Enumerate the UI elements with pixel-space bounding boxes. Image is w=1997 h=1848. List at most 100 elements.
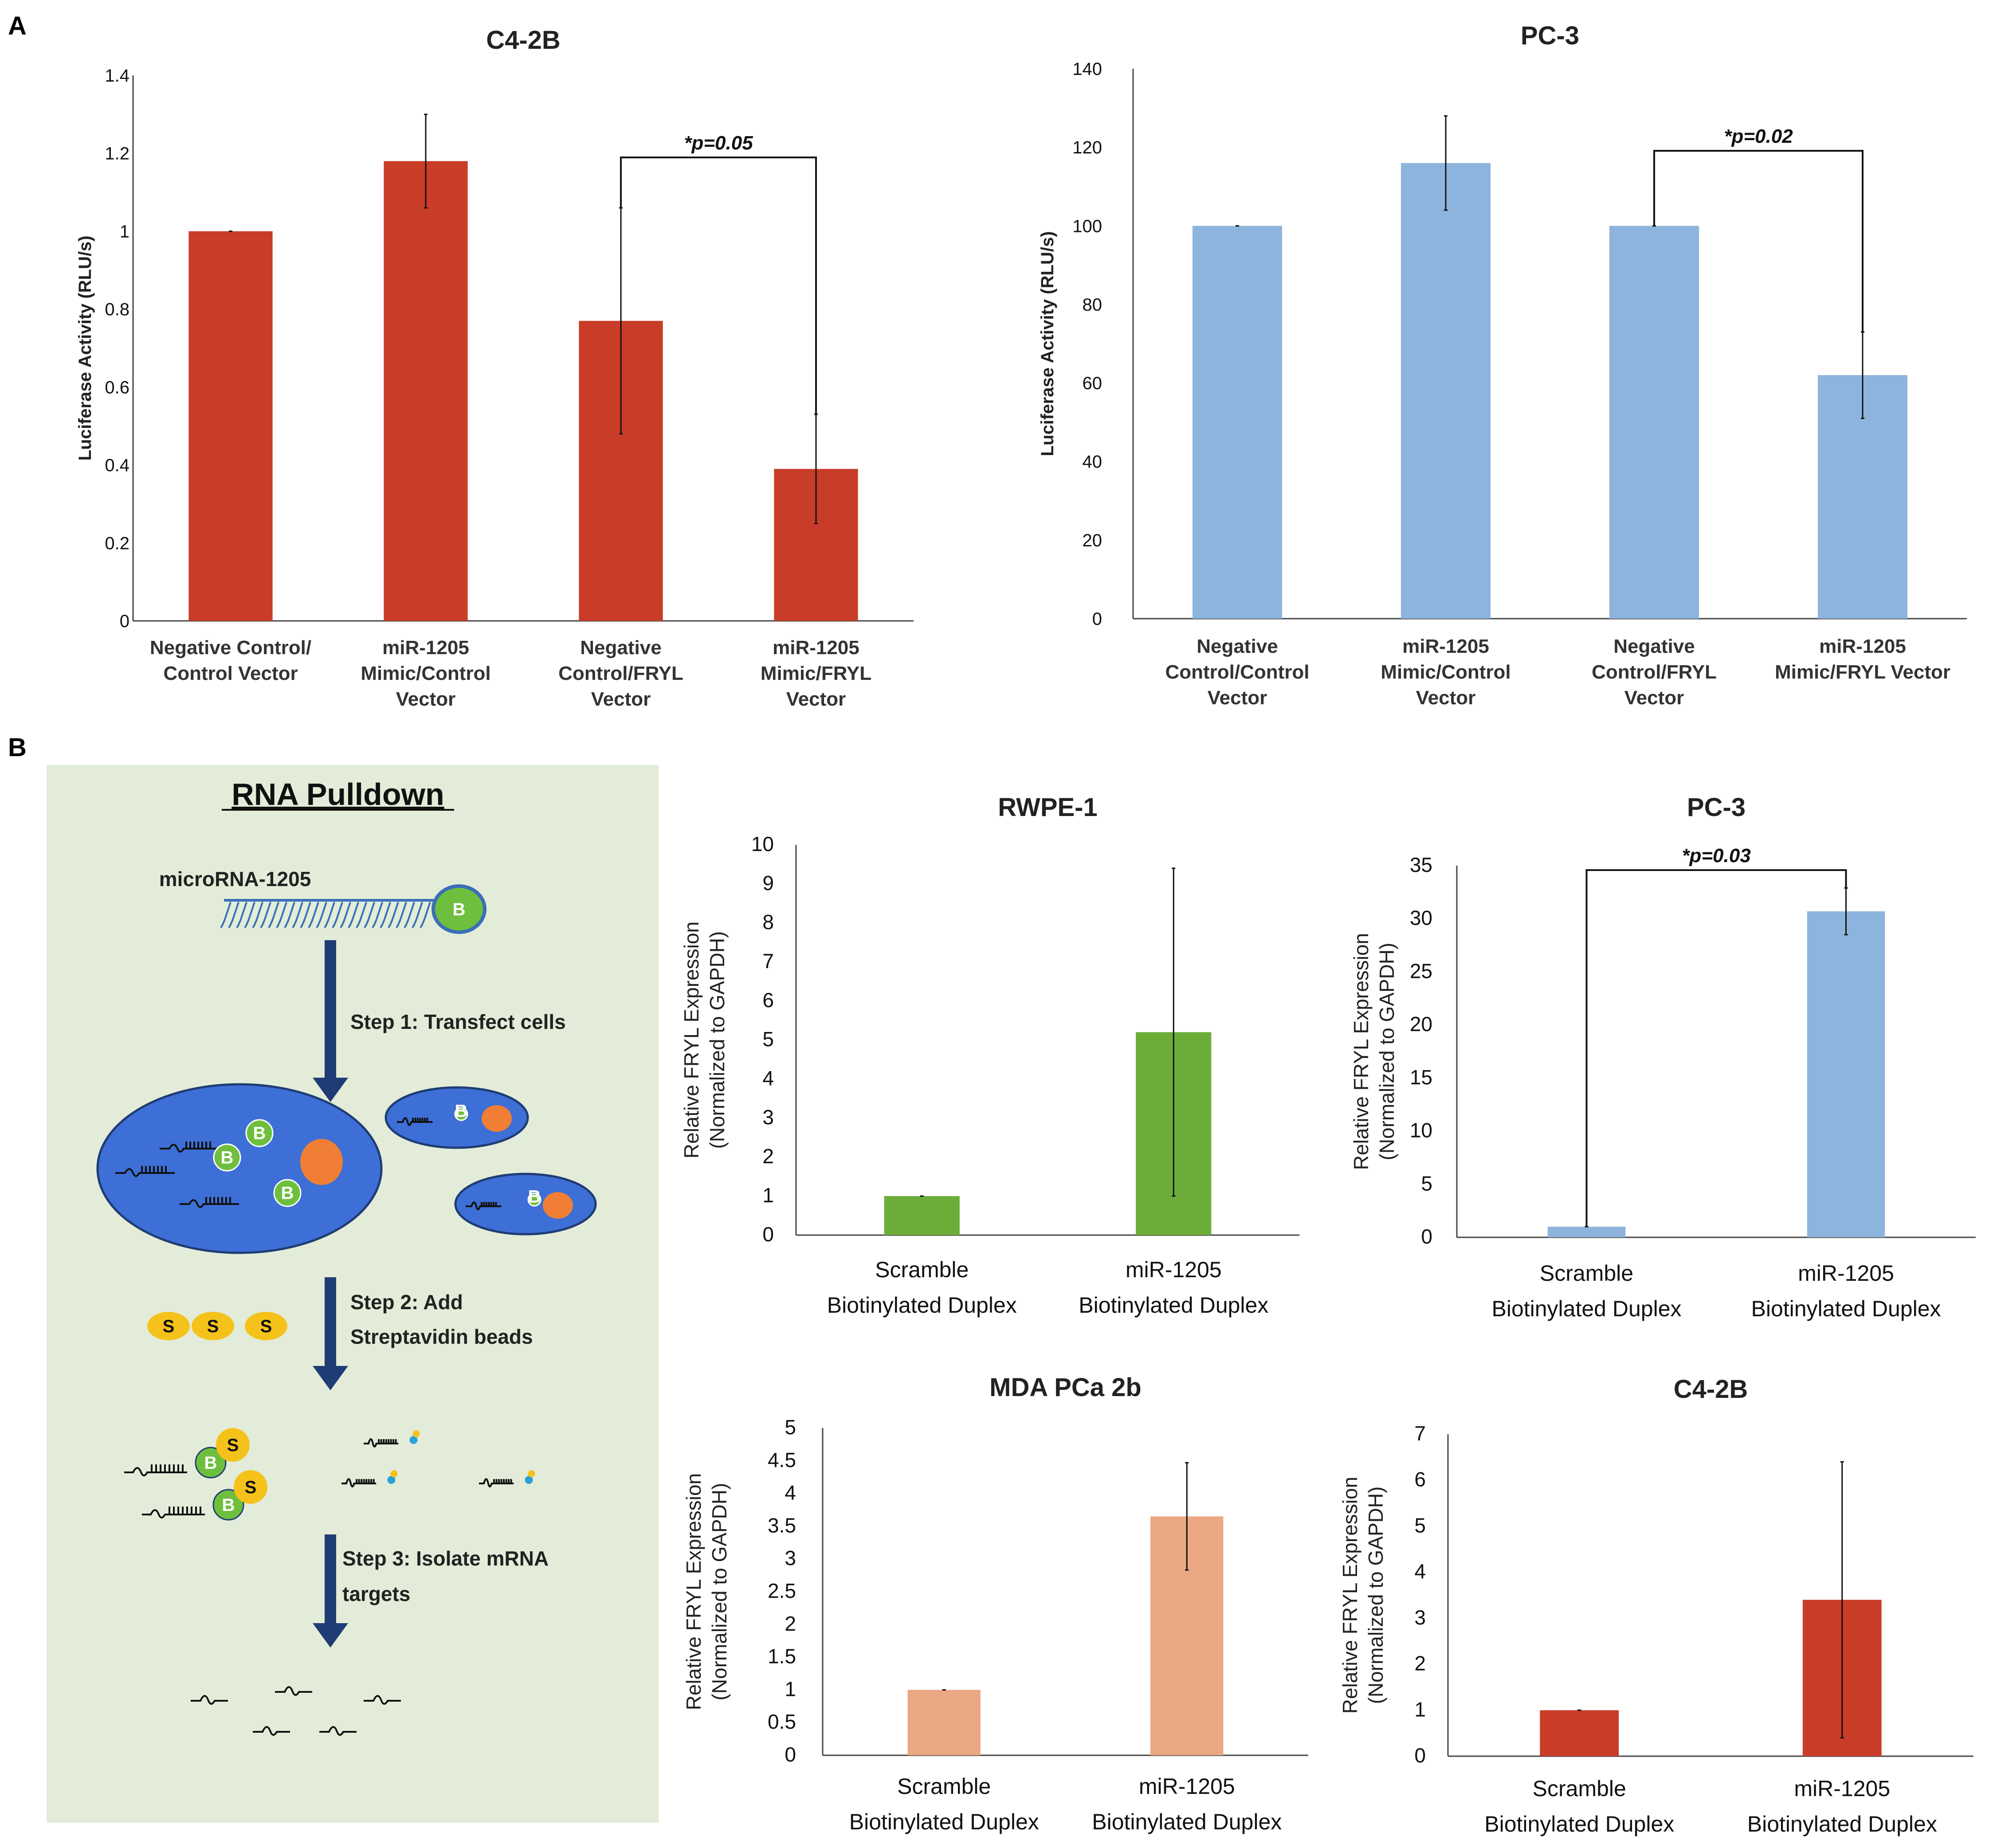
y-tick-label: 0 [1092,609,1102,629]
category-label: Mimic/Control [361,663,490,684]
y-tick-label: 4 [1414,1560,1426,1583]
biotin-icon [195,1447,227,1479]
mirna-strand-tooth [412,902,423,929]
category-label: Biotinylated Duplex [1484,1812,1674,1836]
mirna-strand-tooth [316,902,327,929]
bar [1540,1710,1619,1756]
y-tick-label: 2 [762,1145,774,1168]
category-label: miR-1205 [382,637,469,659]
category-label: Biotinylated Duplex [849,1809,1039,1834]
y-tick-label: 25 [1410,959,1432,982]
y-tick-label: 0.4 [105,456,129,475]
mrna-target-strand [364,1695,401,1705]
y-tick-label: 7 [1414,1422,1426,1445]
category-label: Biotinylated Duplex [827,1293,1017,1318]
arrow-down-icon [313,1277,348,1390]
category-label: Control/FRYL [558,663,683,684]
category-label: Vector [1624,687,1684,709]
mirna-strand-tooth [220,902,231,929]
bar [1401,163,1491,619]
category-label: Negative [580,637,661,659]
biotin-letter: B [204,1453,217,1473]
significance-bracket [1653,150,1864,332]
biotin-letter: B [221,1148,234,1168]
y-tick-label: 30 [1410,906,1432,930]
bar [1807,911,1885,1237]
y-tick-label: 2 [785,1612,796,1635]
category-label: Vector [1208,687,1267,709]
chart-a-c42b: C4-2B 0 0.2 0.4 0.6 0.8 1 1.2 1.4 Luciferase Acti… [75,26,914,710]
biotin-icon [212,1489,244,1521]
y-tick-label: 3.5 [768,1514,796,1537]
y-tick-label: 0 [120,612,129,631]
mirna-duplex-icon: B [220,884,486,934]
mirna-strand-tooth [228,902,239,929]
y-tick-label: 35 [1410,853,1432,876]
mrna-target-strand [319,1726,357,1736]
y-tick-label: 1 [1414,1698,1426,1721]
y-axis-label: Relative FRYL Expression [680,922,703,1158]
streptavidin-bead [192,1312,234,1340]
category-label: Vector [1416,687,1476,709]
category-label: Biotinylated Duplex [1079,1293,1268,1318]
chart-title: MDA PCa 2b [989,1373,1142,1402]
mirna-strand-tooth [284,902,295,929]
y-axis-label: Relative FRYL Expression [682,1473,705,1710]
mrna-target-strand [191,1695,228,1705]
rna-pulldown-diagram: RNA Pulldown microRNA-1205 B Step 1: Tra… [47,765,659,1823]
bar [1547,1227,1626,1237]
biotin-letter: B [222,1495,235,1515]
diagram-background [47,765,659,1823]
category-label: miR-1205 [1794,1776,1890,1801]
chart-b-c42b: C4-2B 0 1 2 3 4 5 6 7 Relative FRYL Expression (No… [1338,1375,1973,1836]
chart-title: C4-2B [1674,1375,1748,1404]
biotin-letter: B [528,1187,541,1206]
biotin-letter: B [253,1124,266,1143]
rna-strand [364,1438,399,1448]
biotin-letter: B [281,1184,294,1203]
bar [884,1196,960,1235]
y-tick-label: 40 [1083,452,1102,472]
mrna-target-strand [253,1726,290,1736]
category-label: Vector [786,688,846,710]
rna-strand [466,1201,502,1210]
y-tick-label: 9 [762,871,774,895]
y-tick-label: 1.5 [768,1645,796,1668]
biotin-icon [409,1436,418,1444]
rna-strand [160,1144,219,1153]
step1-label: Step 1: Transfect cells [350,1010,566,1033]
category-label: Mimic/Control [1381,661,1511,683]
category-label: Control Vector [163,663,298,684]
category-label: miR-1205 [1819,636,1906,657]
y-tick-label: 3 [1414,1606,1426,1629]
category-label: Negative [1613,636,1695,657]
y-tick-label: 60 [1083,374,1102,393]
biotin-icon [432,884,486,934]
y-tick-label: 20 [1410,1012,1432,1036]
streptavidin-bead-letter: S [245,1478,257,1497]
category-label: Scramble [897,1774,991,1799]
mirna-strand-tooth [300,902,311,929]
y-tick-label: 7 [762,950,774,973]
category-label: Vector [591,688,651,710]
streptavidin-bead-letter: S [227,1436,239,1455]
y-tick-label: 1 [785,1677,796,1700]
bar [907,1690,981,1755]
streptavidin-bead [412,1430,420,1437]
mirna-strand-tooth [308,902,319,929]
mirna-strand-tooth [420,902,431,929]
significance-label: *p=0.03 [1682,845,1750,867]
y-tick-label: 0.5 [768,1710,796,1733]
rna-strand [142,1509,205,1518]
mirna-strand-tooth [364,902,375,929]
y-tick-label: 120 [1072,138,1102,157]
rna-strand [397,1117,433,1126]
category-label: miR-1205 [1798,1261,1894,1286]
category-label: Scramble [875,1257,969,1282]
bar [384,161,468,621]
biotin-icon [213,1143,241,1172]
y-tick-label: 5 [1414,1514,1426,1537]
mirna-strand-tooth [292,902,303,929]
y-tick-label: 2.5 [768,1579,796,1602]
mirna-strand-tooth [324,902,335,929]
